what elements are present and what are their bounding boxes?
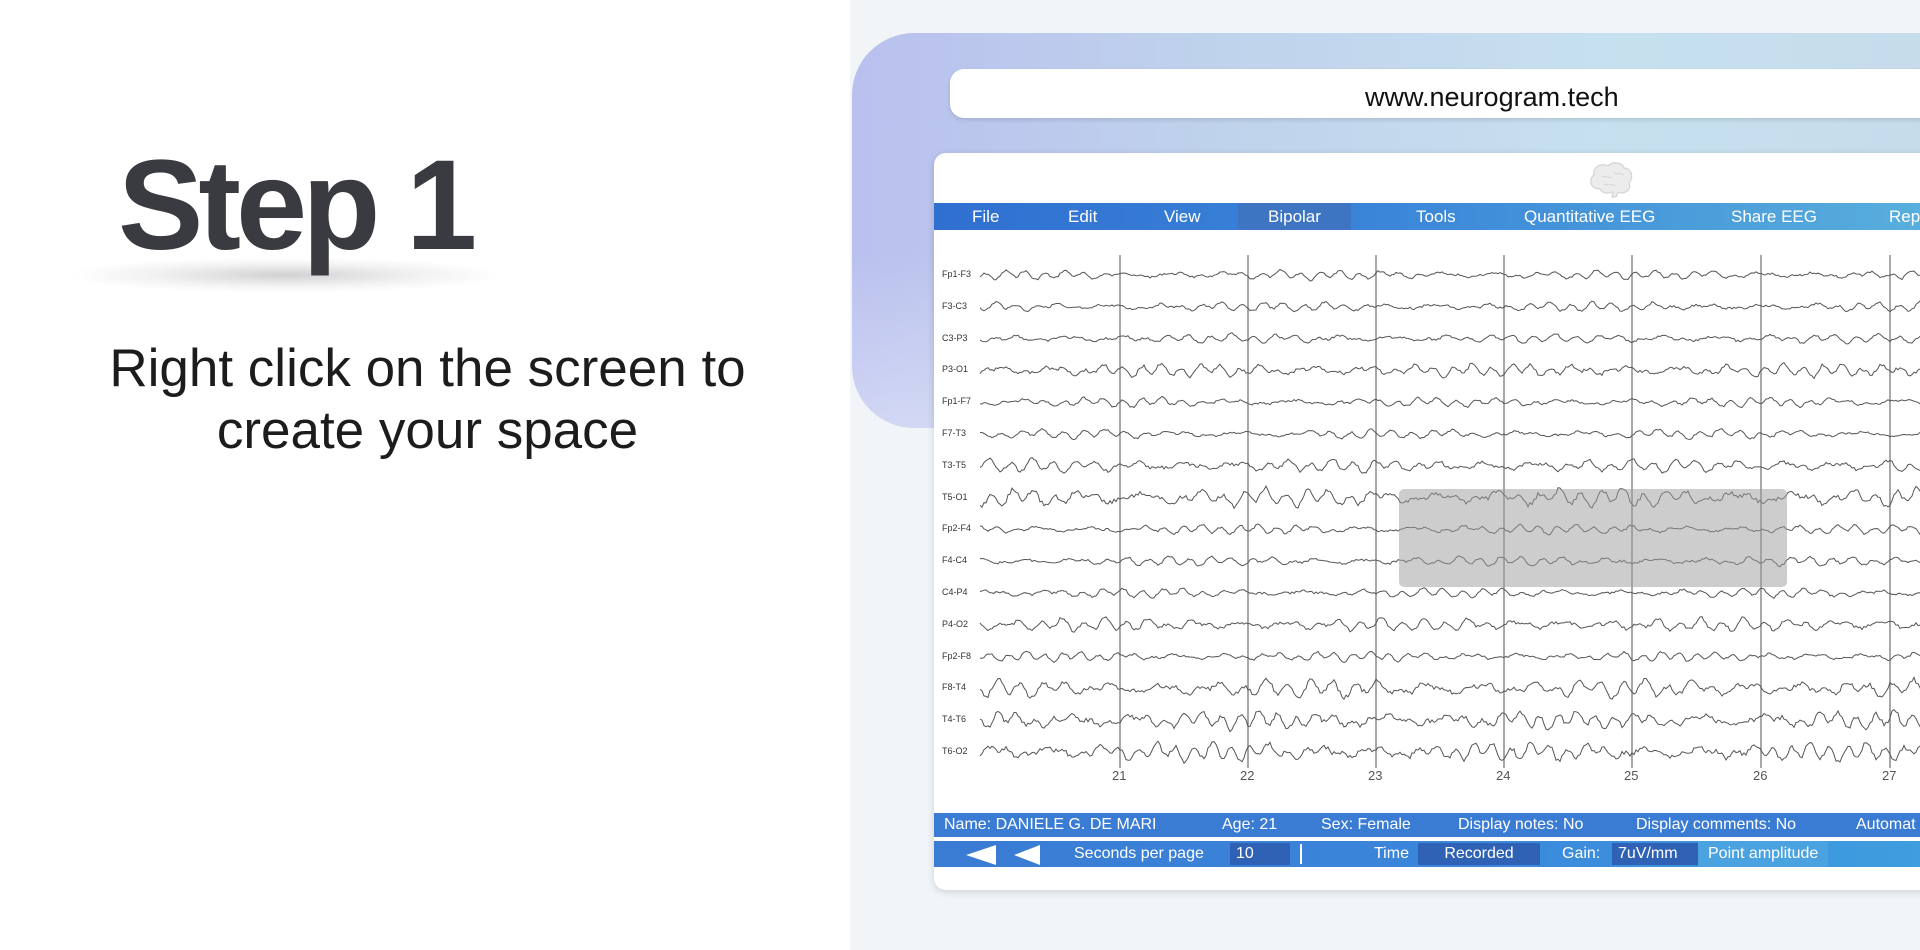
- eeg-trace-f7-t3: [980, 427, 1920, 441]
- display-notes[interactable]: Display notes: No: [1458, 816, 1584, 833]
- eeg-trace-fp1-f3: [979, 268, 1920, 282]
- eeg-trace-p3-o1: [979, 362, 1920, 380]
- channel-label: T3-T5: [942, 459, 967, 470]
- description-line-2: create your space: [216, 401, 639, 460]
- step-description: Right click on the screen to create your…: [85, 338, 770, 462]
- seconds-per-page-field[interactable]: 10: [1230, 843, 1290, 865]
- description-line-1: Right click on the screen to: [109, 339, 746, 398]
- eeg-trace-t4-t6: [979, 709, 1920, 733]
- page-slider-handle[interactable]: [1300, 844, 1302, 864]
- url-text: www.neurogram.tech: [1365, 82, 1619, 112]
- channel-label: P4-O2: [942, 618, 969, 629]
- step-title: Step 1: [118, 134, 477, 277]
- brain-icon: [1590, 162, 1633, 198]
- eeg-viewer[interactable]: Fp1-F3 F3-C3 C3-P3 P3-O1 Fp1-F7 F7-T3 T3-T5 T5-…: [934, 253, 1920, 783]
- channel-label: F4-C4: [942, 555, 968, 566]
- fast-back-arrow-icon[interactable]: [966, 845, 996, 865]
- channel-label: Fp2-F8: [942, 650, 972, 661]
- menu-report[interactable]: Rep: [1889, 207, 1920, 226]
- display-comments[interactable]: Display comments: No: [1636, 816, 1797, 833]
- menu-quantitative-eeg[interactable]: Quantitative EEG: [1524, 207, 1656, 226]
- eeg-trace-p4-o2: [979, 616, 1920, 633]
- menu-bipolar[interactable]: Bipolar: [1238, 203, 1351, 230]
- menu-share-eeg[interactable]: Share EEG: [1731, 207, 1817, 226]
- point-amplitude-button[interactable]: Point amplitude: [1698, 841, 1829, 867]
- channel-label: C3-P3: [942, 332, 968, 343]
- menu-tools[interactable]: Tools: [1416, 207, 1456, 226]
- menu-bar: File Edit View Bipolar Tools Quantitativ…: [934, 203, 1920, 230]
- gain-label: Gain:: [1562, 845, 1601, 862]
- eeg-trace-t6-o2: [979, 740, 1920, 765]
- channel-label: T6-O2: [942, 746, 968, 756]
- patient-info-bar: Name: DANIELE G. DE MARI Age: 21 Sex: Fe…: [934, 813, 1920, 837]
- time-tick-label: 24: [1496, 768, 1511, 783]
- menu-view[interactable]: View: [1164, 207, 1201, 226]
- channel-label: Fp1-F3: [942, 269, 972, 279]
- selection-overlay: [1399, 489, 1787, 587]
- eeg-trace-f8-t4: [979, 676, 1920, 701]
- channel-label: Fp1-F7: [942, 396, 972, 407]
- patient-age: Age: 21: [1222, 816, 1278, 833]
- patient-sex: Sex: Female: [1321, 816, 1411, 833]
- channel-label: Fp2-F4: [942, 523, 972, 534]
- eeg-trace-c3-p3: [979, 332, 1920, 345]
- eeg-trace-f3-c3: [979, 300, 1920, 313]
- eeg-app-window[interactable]: File Edit View Bipolar Tools Quantitativ…: [934, 153, 1920, 890]
- eeg-trace-fp2-f8: [979, 650, 1920, 664]
- seconds-per-page-label: Seconds per page: [1074, 845, 1204, 862]
- time-tick-label: 23: [1368, 768, 1383, 783]
- eeg-trace-t3-t5: [979, 456, 1920, 474]
- time-mode-select[interactable]: Recorded: [1418, 843, 1540, 865]
- menu-file[interactable]: File: [972, 207, 1000, 226]
- channel-label: F3-C3: [942, 300, 968, 311]
- time-tick-label: 26: [1753, 768, 1768, 783]
- time-label: Time: [1374, 845, 1409, 862]
- menu-edit[interactable]: Edit: [1068, 207, 1098, 226]
- title-shadow: [70, 258, 500, 292]
- eeg-trace-c4-p4: [979, 587, 1920, 600]
- browser-url-bar[interactable]: www.neurogram.tech: [950, 69, 1920, 118]
- gain-select[interactable]: 7uV/mm: [1612, 843, 1698, 865]
- channel-label: F8-T4: [942, 682, 967, 693]
- channel-label: F7-T3: [942, 428, 967, 438]
- control-bar: Seconds per page 10 Time Recorded Gain: …: [934, 841, 1920, 867]
- channel-label: P3-O1: [942, 364, 969, 375]
- time-tick-label: 21: [1112, 768, 1127, 783]
- time-tick-label: 25: [1624, 768, 1639, 783]
- time-tick-label: 22: [1240, 768, 1255, 783]
- channel-label: T5-O1: [942, 491, 968, 502]
- channel-label: C4-P4: [942, 587, 968, 597]
- channel-label: T4-T6: [942, 714, 967, 725]
- patient-name: Name: DANIELE G. DE MARI: [944, 816, 1157, 833]
- automatic-setting[interactable]: Automat: [1856, 816, 1916, 833]
- eeg-trace-fp1-f7: [979, 395, 1920, 409]
- time-tick-label: 27: [1882, 768, 1897, 783]
- back-arrow-icon[interactable]: [1014, 845, 1040, 865]
